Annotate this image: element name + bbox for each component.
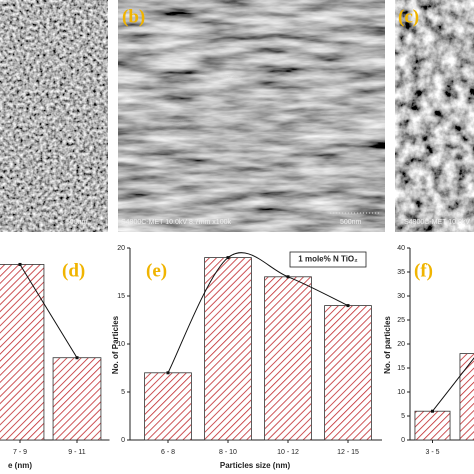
x-tick-label: 9 - 11 <box>68 449 85 456</box>
y-tick-label: 15 <box>117 293 125 300</box>
y-tick-label: 0 <box>401 437 405 444</box>
point <box>286 275 290 279</box>
y-tick-label: 25 <box>397 317 405 324</box>
point <box>18 262 22 266</box>
chart: 0 5 10 15 20 25 30 35 40 3 - 5 (f) No. of particles <box>383 245 474 456</box>
sem-info: S4800C-MET 10.0kV 8.7mm x100k <box>121 219 231 226</box>
y-tick-label: 20 <box>397 341 405 348</box>
y-tick-label: 40 <box>397 245 405 252</box>
x-tick-label: 3 - 5 <box>425 449 439 456</box>
legend-label: 1 mole% N TiO₂ <box>298 255 358 264</box>
y-tick-label: 35 <box>397 269 405 276</box>
point <box>75 356 79 360</box>
bar <box>0 264 45 441</box>
y-tick-label: 20 <box>117 245 125 252</box>
panel-label: (e) <box>146 260 167 281</box>
y-tick-label: 5 <box>121 389 125 396</box>
scale-label: 500nm <box>66 219 88 226</box>
chart: 0 5 10 15 20 6 - 8 8 - 10 10 - 12 12 - 15 (e) Part… <box>111 245 382 470</box>
sem-image-c: (c) S4800C-MET 10.0kV <box>395 0 474 232</box>
y-axis-label: No. of Particles <box>111 315 120 374</box>
point <box>226 256 230 260</box>
x-tick-label: 12 - 15 <box>337 449 359 456</box>
bar <box>204 257 252 441</box>
y-tick-label: 30 <box>397 293 405 300</box>
y-tick-label: 0 <box>121 437 125 444</box>
x-tick-label: 6 - 8 <box>161 449 175 456</box>
bar <box>414 410 451 441</box>
point <box>346 304 350 308</box>
point <box>166 371 170 375</box>
panel-label: (d) <box>62 260 85 281</box>
x-axis-label: Particles size (nm) <box>220 461 291 470</box>
sem-info: S4800C-MET 10.0kV <box>404 219 470 226</box>
bar <box>264 276 312 441</box>
bar <box>324 305 372 441</box>
fit-line <box>432 357 474 412</box>
sem-image-a: 500nm <box>0 0 108 232</box>
panel-label: (b) <box>122 6 145 27</box>
x-axis-label: e (nm) <box>8 461 32 470</box>
bar <box>459 353 474 441</box>
bar <box>144 372 192 441</box>
x-tick-label: 8 - 10 <box>219 449 237 456</box>
panel-label: (c) <box>398 6 419 27</box>
fit-line <box>19 264 78 358</box>
sem-image-b: (b) S4800C-MET 10.0kV 8.7mm x100k 500nm <box>118 0 385 232</box>
panel-label: (f) <box>414 260 433 281</box>
bar <box>52 357 102 441</box>
y-tick-label: 10 <box>117 341 125 348</box>
chart: 7 - 9 9 - 11 (d) e (nm) <box>0 260 110 470</box>
scale-label: 500nm <box>340 219 362 226</box>
y-tick-label: 10 <box>397 389 405 396</box>
y-tick-label: 15 <box>397 365 405 372</box>
y-tick-label: 5 <box>401 413 405 420</box>
x-tick-label: 7 - 9 <box>13 449 27 456</box>
fit-line <box>167 252 349 374</box>
point <box>431 409 434 413</box>
x-tick-label: 10 - 12 <box>277 449 299 456</box>
y-axis-label: No. of particles <box>383 316 392 374</box>
legend-box <box>289 251 367 268</box>
